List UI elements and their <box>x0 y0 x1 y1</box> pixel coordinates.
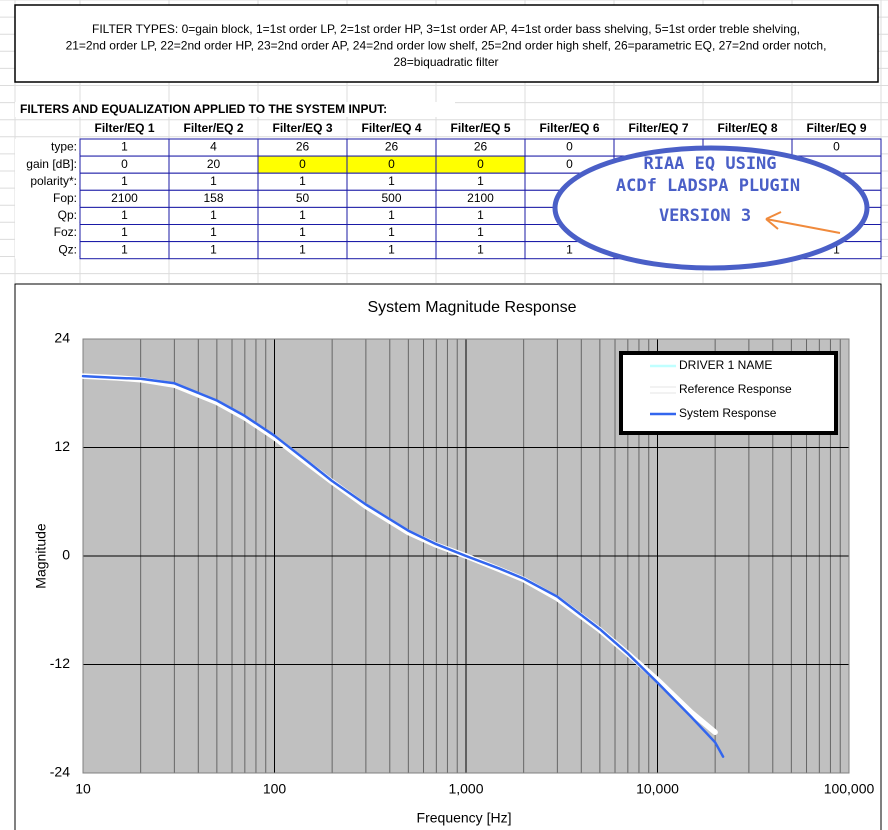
cell-value: 1 <box>833 242 840 256</box>
series-line <box>81 374 725 758</box>
cell-value: 1 <box>388 225 395 239</box>
annotation-arrow <box>765 211 841 234</box>
x-tick-label: 10,000 <box>636 781 679 797</box>
label-bg <box>15 207 79 225</box>
legend-label: DRIVER 1 NAME <box>679 358 772 372</box>
note-box <box>14 4 879 83</box>
cell-value: 26 <box>385 140 399 154</box>
cell-value: 1 <box>210 174 217 188</box>
cell-value: 1 <box>210 208 217 222</box>
cell-value: 1 <box>388 242 395 256</box>
cell-value: 2100 <box>467 191 494 205</box>
cell-value: 1 <box>477 225 484 239</box>
cell-value: 0 <box>299 157 306 171</box>
column-header: Filter/EQ 5 <box>450 121 510 135</box>
y-tick-label: 0 <box>62 547 70 563</box>
row-label: Qp: <box>58 208 77 222</box>
cell-value: 1 <box>121 242 128 256</box>
cell-value: 26 <box>296 140 310 154</box>
cell-value: 0 <box>566 157 573 171</box>
note-line: FILTER TYPES: 0=gain block, 1=1st order … <box>92 22 800 36</box>
cell-value: 1 <box>566 242 573 256</box>
note-line: 21=2nd order LP, 22=2nd order HP, 23=2nd… <box>66 39 827 53</box>
cell-value: 1 <box>121 208 128 222</box>
y-tick-label: 24 <box>54 330 70 346</box>
cell-value: 1 <box>477 242 484 256</box>
y-tick-label: 12 <box>54 438 70 454</box>
column-header: Filter/EQ 8 <box>717 121 777 135</box>
annotation-text: VERSION 3 <box>659 206 751 226</box>
table-title: FILTERS AND EQUALIZATION APPLIED TO THE … <box>20 102 387 116</box>
cell-value: 4 <box>210 140 217 154</box>
column-header: Filter/EQ 4 <box>361 121 421 135</box>
row-label: Qz: <box>58 242 77 256</box>
cell-value: 1 <box>299 242 306 256</box>
cell-value: 1 <box>121 174 128 188</box>
cell-value: 0 <box>121 157 128 171</box>
label-bg <box>15 156 79 174</box>
y-tick-label: -12 <box>50 655 70 671</box>
x-tick-label: 1,000 <box>448 781 483 797</box>
cell-value: 1 <box>477 174 484 188</box>
column-header: Filter/EQ 7 <box>628 121 688 135</box>
title-bg <box>15 102 455 117</box>
cell-value: 20 <box>207 157 221 171</box>
label-bg <box>15 173 79 191</box>
cell-value: 2100 <box>111 191 138 205</box>
plot-border <box>82 338 850 774</box>
cell-value: 500 <box>381 191 401 205</box>
cell-value: 0 <box>388 157 395 171</box>
chart-title: System Magnitude Response <box>368 299 577 316</box>
cell-value: 50 <box>296 191 310 205</box>
row-label: polarity*: <box>30 174 77 188</box>
row-label: gain [dB]: <box>26 157 77 171</box>
column-header: Filter/EQ 9 <box>806 121 866 135</box>
column-header: Filter/EQ 3 <box>272 121 332 135</box>
cell-value: 1 <box>477 208 484 222</box>
label-bg <box>15 139 79 157</box>
legend-label: Reference Response <box>679 382 792 396</box>
note-line: 28=biquadratic filter <box>393 55 498 69</box>
cell-value: 1 <box>210 242 217 256</box>
cell-value: 0 <box>477 157 484 171</box>
cell-value: 1 <box>388 174 395 188</box>
label-bg <box>15 241 79 259</box>
cell-value: 1 <box>299 174 306 188</box>
label-bg <box>15 224 79 242</box>
cell-value: 0 <box>566 140 573 154</box>
cell-value: 158 <box>203 191 223 205</box>
cell-value: 1 <box>210 225 217 239</box>
y-axis-label: Magnitude <box>33 523 49 589</box>
annotation-text: ACDf LADSPA PLUGIN <box>616 176 800 196</box>
cell-value: 1 <box>299 208 306 222</box>
annotation-ellipse <box>552 145 870 271</box>
annotation-text: RIAA EQ USING <box>643 154 776 174</box>
row-label: Foz: <box>54 225 77 239</box>
row-label: type: <box>51 140 77 154</box>
x-axis-label: Frequency [Hz] <box>417 810 512 826</box>
x-tick-label: 100,000 <box>824 781 875 797</box>
column-header: Filter/EQ 6 <box>539 121 599 135</box>
x-tick-label: 100 <box>263 781 287 797</box>
cell-value: 1 <box>121 140 128 154</box>
cell-value: 1 <box>299 225 306 239</box>
legend-label: System Response <box>679 406 777 420</box>
cell-value: 0 <box>833 140 840 154</box>
label-bg <box>15 190 79 208</box>
cell-value: 1 <box>388 208 395 222</box>
cell-value: 1 <box>121 225 128 239</box>
row-label: Fop: <box>53 191 77 205</box>
y-tick-label: -24 <box>50 764 70 780</box>
column-header: Filter/EQ 2 <box>183 121 243 135</box>
column-header: Filter/EQ 1 <box>94 121 154 135</box>
x-tick-label: 10 <box>75 781 91 797</box>
cell-value: 26 <box>474 140 488 154</box>
